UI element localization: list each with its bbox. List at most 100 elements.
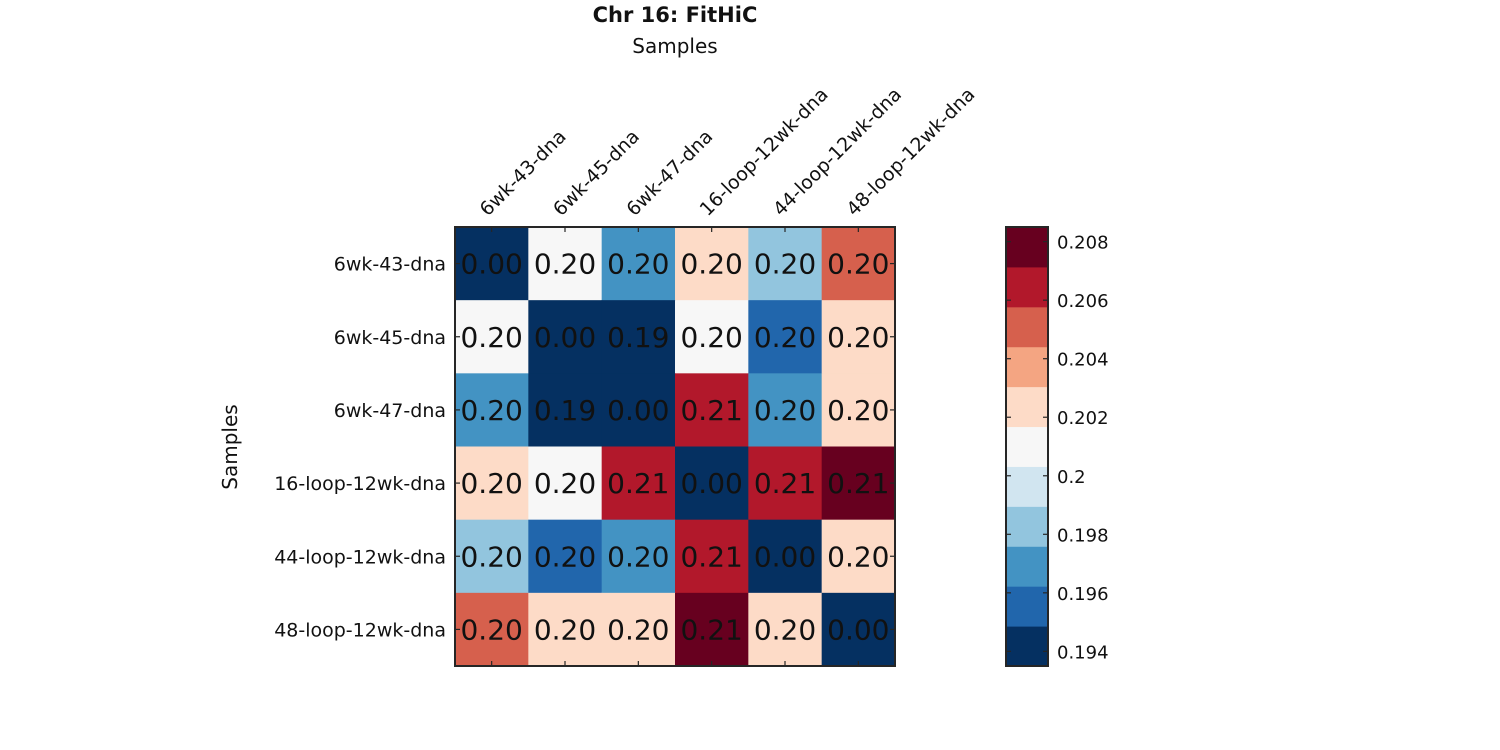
cell-value-label: 0.00 bbox=[827, 613, 889, 646]
heatmap-cell bbox=[821, 227, 896, 301]
cell-value-label: 0.00 bbox=[754, 540, 816, 573]
heatmap-cell bbox=[455, 227, 529, 301]
cell-value-label: 0.20 bbox=[460, 321, 522, 354]
cell-value-label: 0.19 bbox=[607, 321, 669, 354]
heatmap-cell bbox=[601, 519, 676, 594]
cell-value-label: 0.20 bbox=[680, 248, 742, 281]
heatmap-cell bbox=[748, 592, 823, 667]
cell-value-label: 0.20 bbox=[534, 248, 596, 281]
cell-value-label: 0.21 bbox=[754, 467, 816, 500]
heatmap-cell bbox=[748, 519, 823, 594]
cell-value-label: 0.21 bbox=[680, 613, 742, 646]
x-axis-label: Samples bbox=[632, 34, 717, 58]
heatmap-cell bbox=[528, 446, 603, 521]
column-tick-label: 16-loop-12wk-dna bbox=[696, 83, 833, 220]
row-tick-label: 16-loop-12wk-dna bbox=[274, 473, 446, 495]
colorbar-swatch bbox=[1006, 506, 1048, 547]
heatmap-cell bbox=[601, 446, 676, 521]
colorbar-swatch bbox=[1006, 386, 1048, 428]
cell-value-label: 0.20 bbox=[460, 394, 522, 427]
cell-value-label: 0.20 bbox=[827, 394, 889, 427]
colorbar-tick-label: 0.208 bbox=[1057, 233, 1109, 254]
colorbar-tick-label: 0.194 bbox=[1057, 642, 1109, 663]
colorbar-tick-label: 0.202 bbox=[1057, 408, 1109, 429]
cell-value-label: 0.20 bbox=[754, 321, 816, 354]
cell-value-label: 0.20 bbox=[534, 467, 596, 500]
heatmap-cell bbox=[821, 519, 896, 594]
heatmap-cell bbox=[455, 300, 529, 374]
colorbar-frame bbox=[1005, 226, 1049, 667]
row-tick-label: 44-loop-12wk-dna bbox=[274, 546, 446, 568]
row-tick-label: 6wk-43-dna bbox=[334, 254, 446, 276]
colorbar: 0.194 0.196 0.198 0.2 0.202 0.204 0.206 0.208 bbox=[1005, 226, 1109, 667]
cell-value-label: 0.00 bbox=[534, 321, 596, 354]
heatmap-cells bbox=[455, 227, 896, 667]
cell-value-label: 0.20 bbox=[460, 613, 522, 646]
heatmap-cell bbox=[455, 446, 529, 521]
cell-value-label: 0.20 bbox=[754, 394, 816, 427]
colorbar-swatch bbox=[1006, 426, 1048, 467]
colorbar-tick-label: 0.204 bbox=[1057, 350, 1109, 371]
colorbar-tick-label: 0.2 bbox=[1057, 467, 1086, 488]
colorbar-swatch bbox=[1006, 546, 1048, 587]
heatmap-cell bbox=[601, 373, 676, 447]
heatmap-cell bbox=[821, 446, 896, 521]
cell-value-label: 0.20 bbox=[607, 613, 669, 646]
heatmap-cell bbox=[748, 227, 823, 301]
cell-value-label: 0.20 bbox=[827, 248, 889, 281]
cell-value-label: 0.20 bbox=[534, 613, 596, 646]
colorbar-swatch bbox=[1006, 346, 1048, 388]
heatmap-cell bbox=[748, 446, 823, 521]
heatmap-cell bbox=[821, 300, 896, 374]
plot-frame bbox=[454, 226, 896, 667]
cell-value-label: 0.00 bbox=[607, 394, 669, 427]
cell-value-label: 0.21 bbox=[827, 467, 889, 500]
row-tick-label: 48-loop-12wk-dna bbox=[274, 619, 446, 641]
heatmap-cell bbox=[675, 519, 749, 594]
column-tick-label: 44-loop-12wk-dna bbox=[769, 83, 906, 220]
colorbar-swatch bbox=[1006, 466, 1048, 507]
cell-value-label: 0.21 bbox=[680, 540, 742, 573]
heatmap-cell bbox=[528, 519, 603, 594]
heatmap-cell bbox=[821, 592, 896, 667]
colorbar-tick-label: 0.206 bbox=[1057, 291, 1109, 312]
heatmap-cell bbox=[675, 446, 749, 521]
colorbar-swatch bbox=[1006, 626, 1048, 667]
heatmap-cell bbox=[528, 300, 603, 374]
column-tick-labels: 6wk-43-dna6wk-45-dna6wk-47-dna16-loop-12… bbox=[476, 83, 980, 220]
cell-value-label: 0.19 bbox=[534, 394, 596, 427]
heatmap-cell bbox=[821, 373, 896, 447]
heatmap-cell bbox=[455, 592, 529, 667]
colorbar-swatch bbox=[1006, 266, 1048, 308]
colorbar-tick-label: 0.196 bbox=[1057, 584, 1109, 605]
heatmap-cell bbox=[675, 227, 749, 301]
row-tick-label: 6wk-47-dna bbox=[334, 400, 446, 422]
colorbar-tick-label: 0.198 bbox=[1057, 525, 1109, 546]
row-tick-label: 6wk-45-dna bbox=[334, 327, 446, 349]
row-tick-labels: 6wk-43-dna 6wk-45-dna 6wk-47-dna 16-loop-12… bbox=[274, 254, 446, 642]
cell-value-label: 0.21 bbox=[680, 394, 742, 427]
cell-value-label: 0.20 bbox=[460, 540, 522, 573]
cell-value-label: 0.21 bbox=[607, 467, 669, 500]
cell-value-label: 0.20 bbox=[754, 248, 816, 281]
heatmap-cell bbox=[455, 373, 529, 447]
cell-value-label: 0.20 bbox=[754, 613, 816, 646]
heatmap-cell bbox=[675, 373, 749, 447]
heatmap-cell-labels: 0.00 0.20 0.20 0.20 0.20 0.20 0.20 0.00 0.19 0.20… bbox=[460, 248, 889, 647]
cell-value-label: 0.20 bbox=[827, 540, 889, 573]
cell-value-label: 0.20 bbox=[607, 540, 669, 573]
cell-value-label: 0.20 bbox=[827, 321, 889, 354]
heatmap-cell bbox=[748, 373, 823, 447]
cell-value-label: 0.20 bbox=[460, 467, 522, 500]
heatmap-cell bbox=[455, 519, 529, 594]
cell-value-label: 0.20 bbox=[680, 321, 742, 354]
y-axis-label: Samples bbox=[218, 404, 242, 489]
heatmap-cell bbox=[601, 300, 676, 374]
colorbar-swatch bbox=[1006, 586, 1048, 627]
cell-value-label: 0.20 bbox=[607, 248, 669, 281]
colorbar-swatch bbox=[1006, 306, 1048, 348]
heatmap-cell bbox=[601, 227, 676, 301]
heatmap-cell bbox=[528, 592, 603, 667]
colorbar-swatch bbox=[1006, 227, 1048, 268]
